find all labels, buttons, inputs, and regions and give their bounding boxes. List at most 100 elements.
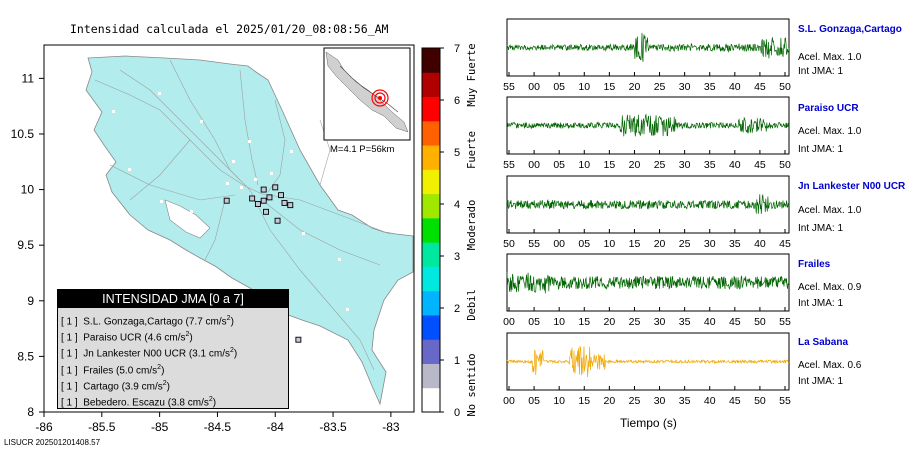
seismogram-tick-label: 05 bbox=[553, 159, 565, 171]
seismogram-tick-label: 45 bbox=[729, 395, 741, 407]
site-int: Int JMA: 1 bbox=[798, 66, 844, 77]
colorbar-segment bbox=[422, 290, 440, 316]
seismogram-tick-label: 00 bbox=[528, 159, 540, 171]
site-accel: Acel. Max. 1.0 bbox=[798, 205, 862, 216]
station-marker bbox=[272, 184, 279, 191]
site-accel: Acel. Max. 0.9 bbox=[798, 282, 862, 293]
time-axis-label: Tiempo (s) bbox=[620, 416, 677, 430]
footer-id: LISUCR 202501201408.57 bbox=[4, 438, 101, 447]
seismogram-tick-label: 05 bbox=[528, 316, 540, 328]
seismogram-trace bbox=[506, 194, 790, 214]
colorbar-tick-label: 0 bbox=[454, 407, 460, 419]
seismogram-panel: 00 05 10 15 20 25 30 35 40 45 50 55 bbox=[503, 253, 791, 328]
seismogram-tick-label: 35 bbox=[704, 81, 716, 93]
seismogram-tick-label: 10 bbox=[553, 316, 565, 328]
seismogram-tick-label: 30 bbox=[679, 159, 691, 171]
inset-label: M=4.1 P=56km bbox=[330, 144, 395, 155]
station-marker bbox=[266, 194, 273, 201]
seismogram-tick-label: 55 bbox=[503, 159, 515, 171]
seismogram-tick-label: 50 bbox=[779, 81, 791, 93]
x-tick-label: -83.5 bbox=[319, 420, 347, 434]
colorbar-tick-label: 1 bbox=[454, 355, 460, 367]
seismogram-tick-label: 20 bbox=[604, 395, 616, 407]
seismogram-tick-label: 40 bbox=[704, 316, 716, 328]
seismogram-tick-label: 20 bbox=[629, 159, 641, 171]
colorbar-category-label: Moderado bbox=[466, 200, 478, 251]
seismogram-tick-label: 25 bbox=[654, 159, 666, 171]
site-accel: Acel. Max. 0.6 bbox=[798, 360, 862, 371]
x-tick-label: -85 bbox=[151, 420, 169, 434]
seismogram-tick-label: 45 bbox=[779, 238, 791, 250]
colorbar-tick-label: 6 bbox=[454, 95, 460, 107]
colorbar-category-label: Fuerte bbox=[466, 131, 478, 169]
legend-title: INTENSIDAD JMA [0 a 7] bbox=[58, 290, 288, 308]
colorbar-segment bbox=[422, 48, 440, 73]
colorbar-tick-label: 4 bbox=[454, 199, 460, 211]
station-marker bbox=[254, 201, 261, 207]
seismogram-tick-label: 20 bbox=[629, 81, 641, 93]
seismogram-tick-label: 40 bbox=[729, 159, 741, 171]
seismogram-tick-label: 45 bbox=[729, 316, 741, 328]
y-tick-label: 8.5 bbox=[17, 349, 34, 363]
colorbar-segment bbox=[422, 169, 440, 195]
seismogram-tick-label: 15 bbox=[578, 395, 590, 407]
site-int: Int JMA: 1 bbox=[798, 144, 844, 155]
legend-row: [ 1 ] Jn Lankester N00 UCR (3.1 cm/s2) bbox=[61, 347, 238, 360]
site-int: Int JMA: 1 bbox=[798, 223, 844, 234]
legend-row: [ 1 ] S.L. Gonzaga,Cartago (7.7 cm/s2) bbox=[61, 315, 234, 328]
site-accel: Acel. Max. 1.0 bbox=[798, 52, 862, 63]
y-tick-label: 11 bbox=[22, 71, 35, 85]
site-title: Jn Lankester N00 UCR bbox=[798, 181, 906, 192]
colorbar-segment bbox=[422, 96, 440, 122]
seismogram-tick-label: 40 bbox=[704, 395, 716, 407]
station-marker bbox=[263, 208, 269, 215]
seismogram-panel: 00 05 10 15 20 25 30 35 40 45 50 55 bbox=[503, 332, 791, 407]
nicoya-gulf bbox=[164, 199, 211, 239]
x-tick-label: -84.5 bbox=[204, 420, 232, 434]
y-tick-label: 10 bbox=[21, 183, 35, 197]
seismogram-tick-label: 20 bbox=[604, 316, 616, 328]
station-marker bbox=[260, 197, 267, 204]
seismogram-panel: 55 00 05 10 15 20 25 30 35 40 45 50 bbox=[503, 18, 791, 93]
colorbar-ticks: 0 1 2 3 4 5 6 7 bbox=[440, 43, 460, 419]
legend-row: [ 1 ] Frailes (5.0 cm/s2) bbox=[61, 363, 165, 376]
y-tick-label: 10.5 bbox=[11, 127, 35, 141]
station-marker bbox=[249, 195, 256, 202]
seismogram-tick-label: 40 bbox=[754, 238, 766, 250]
seismogram-tick-label: 10 bbox=[578, 81, 590, 93]
seismogram-tick-label: 55 bbox=[528, 238, 540, 250]
site-title: La Sabana bbox=[798, 337, 849, 348]
y-tick-label: 9 bbox=[27, 294, 34, 308]
colorbar-frame bbox=[421, 47, 441, 413]
intensity-colorbar bbox=[421, 47, 441, 413]
x-tick-label: -85.5 bbox=[88, 420, 116, 434]
map-axes: -86 -85.5 -85 -84.5 -84 -83.5 -83 11 10.5 10 9.5 9 8… bbox=[11, 71, 400, 434]
seismogram-tick-label: 15 bbox=[629, 238, 641, 250]
map-title: Intensidad calculada el 2025/01/20_08:08… bbox=[70, 22, 389, 36]
x-tick-label: -83 bbox=[382, 420, 400, 434]
colorbar-segment bbox=[422, 314, 440, 340]
seismogram-tick-label: 00 bbox=[503, 316, 515, 328]
seismogram-tick-label: 05 bbox=[553, 81, 565, 93]
colorbar-category-label: Muy Fuerte bbox=[466, 43, 478, 106]
site-int: Int JMA: 1 bbox=[798, 298, 844, 309]
seismogram-tick-label: 05 bbox=[578, 238, 590, 250]
station-marker bbox=[295, 336, 302, 343]
seismogram-trace bbox=[506, 32, 790, 62]
seismogram-tick-label: 50 bbox=[779, 159, 791, 171]
seismogram-tick-label: 35 bbox=[679, 316, 691, 328]
seismogram-panel: 55 00 05 10 15 20 25 30 35 40 45 50 bbox=[503, 96, 791, 171]
seismogram-tick-label: 45 bbox=[754, 159, 766, 171]
legend-row: [ 1 ] Bebedero. Escazu (3.8 cm/s2) bbox=[61, 395, 217, 409]
epicenter-ring-outer bbox=[371, 89, 389, 107]
seismogram-tick-label: 50 bbox=[503, 238, 515, 250]
colorbar-tick-label: 3 bbox=[454, 251, 460, 263]
colorbar-category-label: Debil bbox=[466, 289, 478, 321]
station-marker bbox=[287, 202, 294, 209]
seismogram-tick-label: 15 bbox=[604, 159, 616, 171]
station-marker bbox=[260, 186, 267, 193]
site-title: Paraiso UCR bbox=[798, 103, 859, 114]
colorbar-segment bbox=[422, 145, 440, 170]
seismogram-tick-label: 30 bbox=[679, 81, 691, 93]
seismogram-tick-label: 35 bbox=[704, 159, 716, 171]
